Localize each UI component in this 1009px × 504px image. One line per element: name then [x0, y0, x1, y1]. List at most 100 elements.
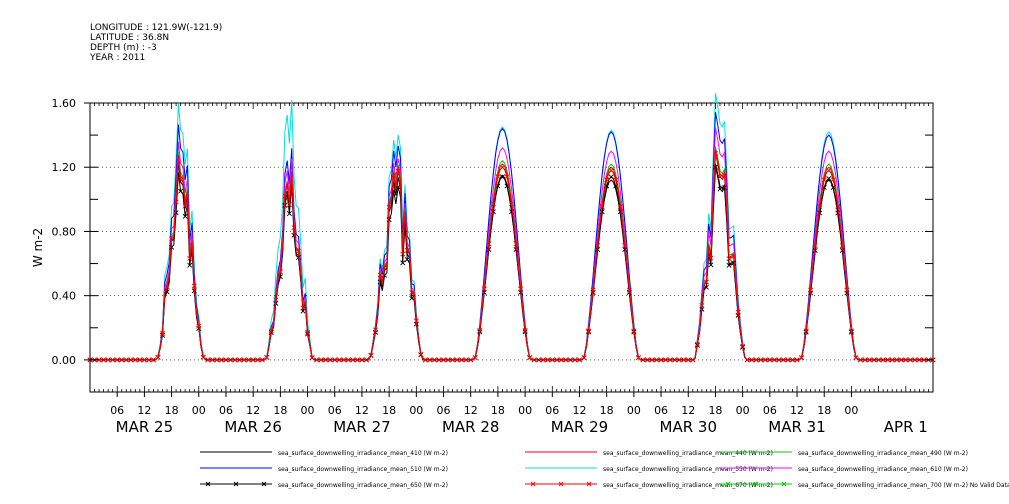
series-point-670 — [382, 265, 388, 271]
series-point-670 — [857, 357, 864, 363]
x-tick-label: 18 — [600, 404, 614, 417]
series-point-670 — [386, 204, 392, 210]
series-point-670 — [885, 357, 891, 363]
series-point-670 — [391, 172, 397, 178]
legend-label-610: sea_surface_downwelling_irradiance_mean_… — [798, 466, 968, 473]
series-point-670 — [817, 203, 823, 210]
series-point-650 — [726, 262, 732, 268]
legend: sea_surface_downwelling_irradiance_mean_… — [200, 450, 1009, 489]
plot-area — [89, 102, 934, 393]
series-point-650 — [187, 262, 193, 268]
series-point-650 — [731, 260, 737, 266]
series-point-650 — [404, 256, 410, 263]
series-point-670 — [291, 225, 297, 231]
series-point-670 — [196, 323, 202, 329]
series-point-670 — [731, 253, 737, 259]
plot-frame — [89, 102, 934, 393]
series-point-650 — [409, 295, 415, 301]
series-point-650 — [513, 246, 519, 253]
series-point-670 — [314, 357, 320, 363]
series-point-670 — [146, 357, 152, 363]
x-date-label: MAR 27 — [333, 418, 390, 436]
x-date-label: MAR 31 — [768, 418, 825, 436]
x-tick-label: 06 — [110, 404, 124, 417]
x-tick-label: 06 — [437, 404, 451, 417]
series-point-670 — [373, 327, 379, 333]
series-point-670 — [699, 303, 705, 309]
series-point-670 — [540, 357, 546, 363]
series-point-670 — [644, 357, 650, 363]
series-point-670 — [622, 243, 628, 249]
depth-label: DEPTH (m) : -3 — [90, 43, 157, 53]
y-tick-label: 0.40 — [52, 290, 77, 303]
series-point-650 — [708, 262, 714, 268]
series-point-670 — [848, 328, 854, 334]
series-point-670 — [708, 255, 714, 261]
series-point-670 — [418, 351, 424, 357]
series-point-670 — [209, 357, 215, 363]
axes-layer: 0.00 0.40 0.80 1.20 1.60 W m-2 06 12 18 00 06 12 18 0… — [31, 97, 934, 436]
legend-item-670: sea_surface_downwelling_irradiance_mean_… — [525, 481, 773, 489]
series-point-670 — [105, 357, 111, 363]
x-date-label: MAR 28 — [442, 418, 499, 436]
x-tick-label: 18 — [708, 404, 722, 417]
series-point-670 — [409, 290, 415, 296]
series-point-670 — [835, 203, 841, 210]
series-point-670 — [155, 354, 161, 360]
series-point-670 — [445, 357, 451, 363]
series-point-670 — [187, 255, 193, 261]
series-point-670 — [703, 279, 709, 285]
series-point-670 — [232, 357, 238, 363]
y-tick-label: 1.60 — [52, 97, 77, 110]
series-point-650 — [839, 247, 845, 254]
series-point-670 — [486, 241, 492, 247]
series-point-670 — [527, 355, 533, 361]
y-tick-label: 1.20 — [52, 161, 77, 174]
series-point-670 — [504, 174, 510, 180]
x-tick-label: 12 — [464, 404, 478, 417]
x-tick-label: 00 — [301, 404, 315, 417]
y-axis-label: W m-2 — [31, 228, 45, 267]
series-point-670 — [862, 357, 868, 363]
series-point-670 — [599, 203, 605, 210]
x-tick-label: 12 — [572, 404, 586, 417]
series-point-670 — [241, 357, 247, 363]
legend-label-650: sea_surface_downwelling_irradiance_mean_… — [278, 482, 448, 489]
y-tick-label: 0.80 — [52, 225, 77, 238]
series-point-670 — [295, 248, 302, 254]
series-point-670 — [182, 203, 188, 209]
series-point-670 — [740, 343, 746, 349]
legend-label-700: sea_surface_downwelling_irradiance_mean_… — [798, 482, 1009, 489]
series-point-670 — [282, 193, 288, 199]
series-point-670 — [96, 357, 102, 363]
legend-marker-670 — [530, 481, 536, 487]
series-point-670 — [635, 355, 641, 361]
series-point-650 — [173, 210, 179, 216]
series-point-670 — [721, 172, 728, 178]
x-tick-label: 18 — [165, 404, 179, 417]
legend-marker-650 — [205, 481, 211, 487]
series-point-670 — [658, 357, 664, 363]
series-point-670 — [767, 357, 773, 363]
x-tick-label: 00 — [844, 404, 858, 417]
y-tick-label: 0.00 — [52, 354, 77, 367]
series-point-670 — [305, 329, 311, 335]
series-point-670 — [676, 357, 682, 363]
series-point-670 — [803, 328, 809, 334]
series-point-670 — [200, 354, 206, 360]
series-point-670 — [617, 203, 623, 210]
series-point-670 — [141, 357, 147, 363]
legend-item-510: sea_surface_downwelling_irradiance_mean_… — [200, 466, 448, 473]
series-line-670 — [90, 153, 933, 361]
x-tick-label: 06 — [219, 404, 233, 417]
series-point-670 — [250, 357, 256, 363]
series-point-670 — [758, 357, 764, 363]
legend-label-670: sea_surface_downwelling_irradiance_mean_… — [603, 482, 773, 489]
series-point-670 — [826, 167, 832, 173]
series-point-670 — [563, 357, 569, 363]
series-point-670 — [246, 357, 252, 363]
series-point-670 — [586, 328, 592, 334]
series-point-670 — [681, 357, 687, 363]
x-tick-label: 18 — [382, 404, 396, 417]
series-point-670 — [205, 357, 211, 363]
